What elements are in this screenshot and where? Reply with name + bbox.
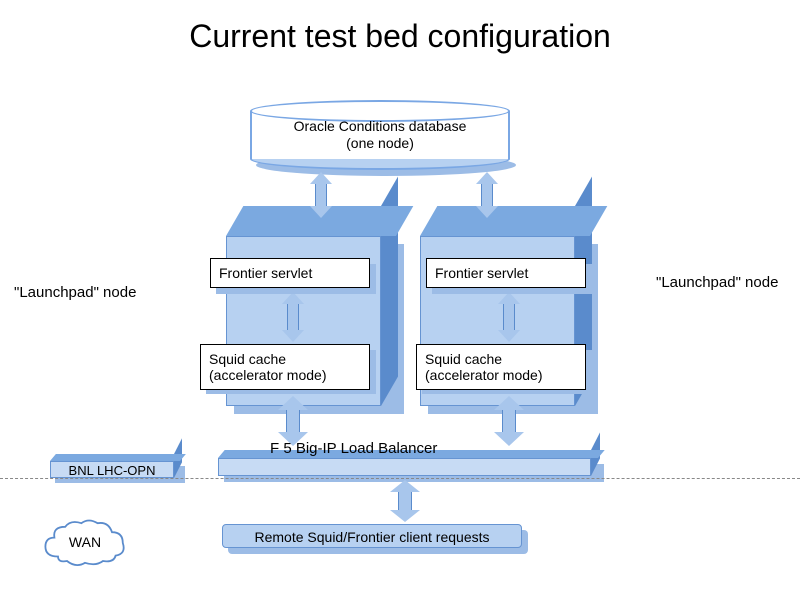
arrow-right-frontier-squid bbox=[498, 292, 520, 342]
arrow-lb-to-clients bbox=[390, 480, 420, 522]
wan-cloud: WAN bbox=[40, 516, 130, 570]
arrow-db-to-left-server bbox=[310, 172, 332, 218]
db-label-line2: (one node) bbox=[346, 135, 414, 151]
arrow-db-to-right-server bbox=[476, 172, 498, 218]
wan-label: WAN bbox=[40, 534, 130, 550]
launchpad-label-right: "Launchpad" node bbox=[656, 274, 778, 291]
launchpad-label-left: "Launchpad" node bbox=[14, 284, 136, 301]
bnl-lhc-opn-box: BNL LHC-OPN bbox=[50, 454, 180, 478]
frontier-servlet-right: Frontier servlet bbox=[426, 258, 586, 288]
db-label-line1: Oracle Conditions database bbox=[294, 118, 467, 134]
squid-cache-right: Squid cache (accelerator mode) bbox=[416, 344, 586, 390]
oracle-db-cylinder: Oracle Conditions database (one node) bbox=[250, 100, 510, 170]
arrow-right-squid-lb bbox=[494, 396, 524, 446]
arrow-left-frontier-squid bbox=[282, 292, 304, 342]
frontier-servlet-left: Frontier servlet bbox=[210, 258, 370, 288]
page-title: Current test bed configuration bbox=[0, 18, 800, 55]
remote-client-requests: Remote Squid/Frontier client requests bbox=[222, 524, 522, 548]
squid-cache-left: Squid cache (accelerator mode) bbox=[200, 344, 370, 390]
arrow-left-squid-lb bbox=[278, 396, 308, 446]
lb-label: F 5 Big-IP Load Balancer bbox=[270, 440, 437, 457]
